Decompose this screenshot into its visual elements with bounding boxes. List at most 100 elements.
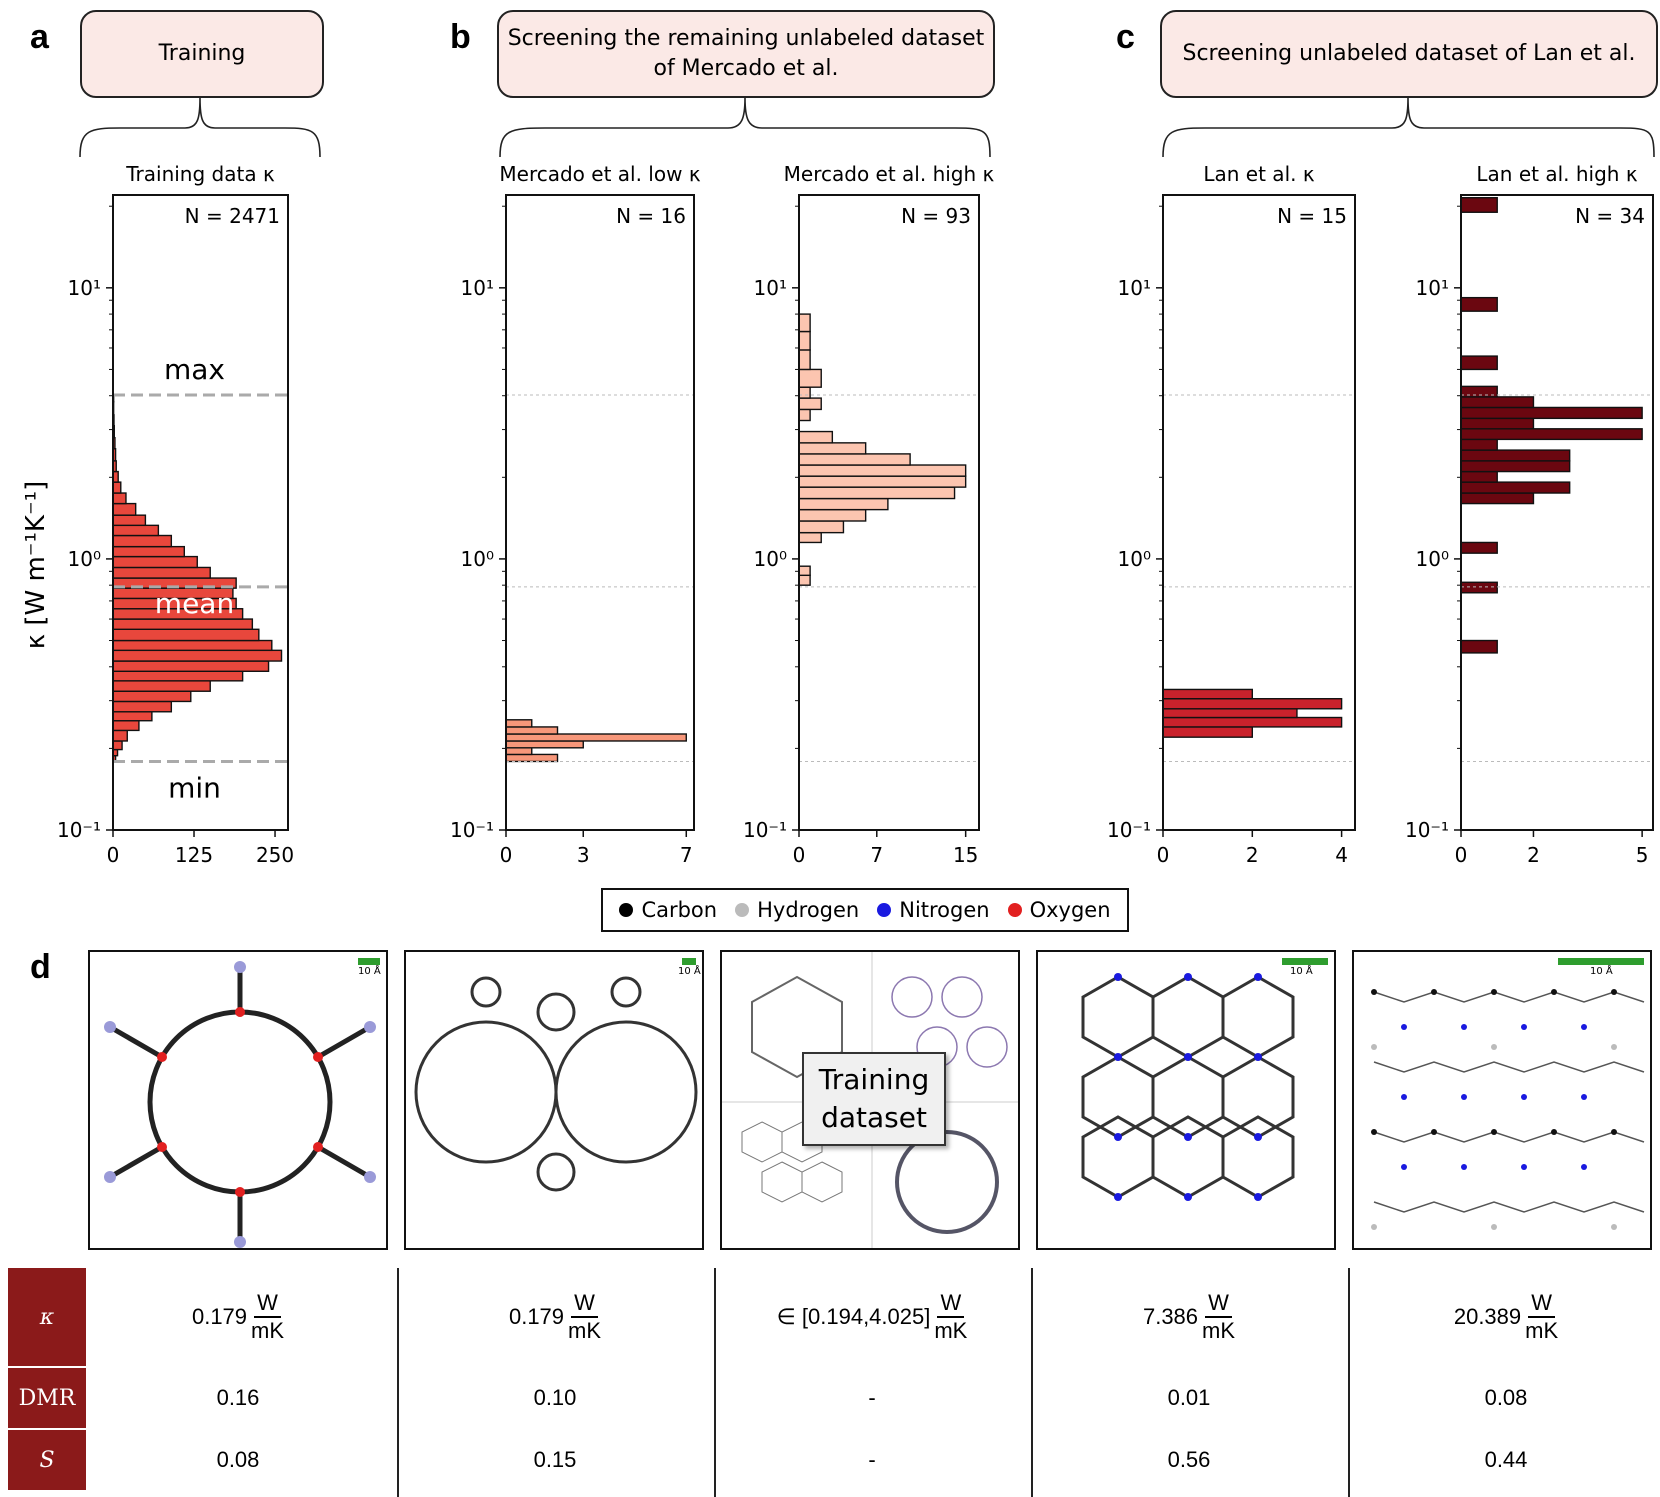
unit-numerator: W [937,1290,965,1318]
header-mercado-line1: Screening the remaining unlabeled datase… [507,26,985,51]
scale-label: 10 Å [1290,966,1313,977]
histogram-bar [1460,639,1498,654]
chart-5: Lan et al. high κ N = 34 10¹ 10⁰ 10⁻¹0 2 5 [1405,162,1654,867]
scale-label: 10 Å [358,966,381,977]
structure-2-drawing [414,976,698,1192]
histogram-bar [1460,197,1498,213]
histogram-bar [1460,481,1571,494]
s-value-cell: 0.15 [533,1447,577,1472]
x-tick-label: 4 [1335,843,1348,867]
x-tick-label: 0 [1157,843,1170,867]
histogram-bar [798,486,956,500]
x-tick-label: 0 [500,843,513,867]
unit-denominator: mK [251,1318,285,1343]
x-tick-label: 0 [107,843,120,867]
plot-frame [505,194,695,831]
histogram-bar [1460,355,1498,371]
brace-a [79,97,321,158]
histogram-bar [1460,541,1498,554]
row-label-kappa: κ [8,1268,86,1366]
n-count-label: N = 34 [1575,204,1645,228]
chart-1: Training data κ max mean min N = 2471 10¹ 10⁰ 1… [57,162,294,867]
panel-letter-c: c [1116,18,1135,56]
scale-bar [1282,958,1328,965]
dmr-value-cell: 0.10 [533,1385,577,1410]
y-tick-label: 10⁻¹ [743,818,787,842]
brace-b [499,97,991,158]
dmr-value-cell: 0.08 [1484,1385,1528,1410]
histogram-bar [112,514,147,527]
histogram-bar [1460,449,1571,462]
structure-4-drawing [1081,973,1295,1201]
y-tick-label: 10¹ [754,276,787,300]
panel-letter-d: d [30,948,51,986]
histogram-bar [798,574,811,586]
plot-frame [112,194,289,831]
chart-title: Mercado et al. high κ [784,162,995,186]
kappa-value: 20.389 [1453,1304,1522,1329]
unit-denominator: mK [568,1318,602,1343]
unit-numerator: W [254,1290,281,1318]
histogram-bar [112,740,123,751]
histogram-bar [798,349,811,371]
histogram-bar [1460,581,1498,594]
histogram-bar [112,545,185,558]
histogram-bar [798,464,967,477]
reference-label-max: max [164,353,225,386]
row-label-s: S [8,1430,86,1490]
panel-letter-a: a [30,18,49,56]
chart-title: Lan et al. high κ [1476,162,1637,186]
structure-1: 10 Å [88,950,388,1250]
histogram-bar [505,719,533,728]
histogram-bar [112,492,127,505]
panel-letter-b: b [450,18,471,56]
y-tick-label: 10¹ [68,276,101,300]
x-tick-label: 0 [1455,843,1468,867]
histogram-bar [112,639,273,652]
x-tick-label: 250 [256,843,294,867]
reference-label-min: min [168,771,221,804]
histogram-bar [112,711,153,722]
histogram-bar [798,565,811,577]
legend-oxygen-label: Oxygen [1029,898,1111,922]
histogram-charts: κ [W m⁻¹K⁻¹] Training data κ max mean min N … [21,162,1654,867]
y-tick-label: 10¹ [461,276,494,300]
histogram-bar [1460,296,1498,312]
legend-oxygen: Oxygen [1007,898,1111,922]
dmr-value-cell: 0.01 [1167,1385,1211,1410]
carbon-dot-icon [619,903,634,917]
histogram-bar [1460,438,1498,451]
histogram-bar [798,330,811,351]
histogram-bar [1460,396,1535,409]
histogram-bar [505,740,584,749]
histogram-bar [1162,726,1254,738]
histogram-bar [1162,688,1254,700]
oxygen-dot-icon [1007,903,1022,917]
scale-label: 10 Å [1590,966,1613,977]
header-screening-mercado: Screening the remaining unlabeled datase… [497,10,995,98]
legend-nitrogen: Nitrogen [877,898,990,922]
element-legend: Carbon Hydrogen Nitrogen Oxygen [601,888,1129,932]
unit-denominator: mK [1202,1318,1236,1343]
histogram-bar [798,508,867,522]
histogram-bar [112,524,160,537]
y-tick-label: 10⁻¹ [57,818,101,842]
header-lan-text: Screening unlabeled dataset of Lan et al… [1182,41,1636,66]
s-value-cell: 0.44 [1484,1447,1528,1472]
legend-carbon-label: Carbon [641,898,718,922]
reference-label-mean: mean [155,587,234,620]
n-count-label: N = 16 [616,204,686,228]
scale-bar [1558,958,1644,965]
x-tick-label: 7 [680,843,693,867]
scale-label: 10 Å [678,966,701,977]
histogram-bar [798,397,822,411]
histogram-bar [798,442,867,455]
histogram-bar [1460,406,1643,420]
training-label-line2: dataset [821,1101,927,1134]
histogram-bar [505,753,559,763]
chart-title: Mercado et al. low κ [499,162,700,186]
structure-5-drawing [1371,989,1645,1230]
histogram-bar [112,481,122,494]
